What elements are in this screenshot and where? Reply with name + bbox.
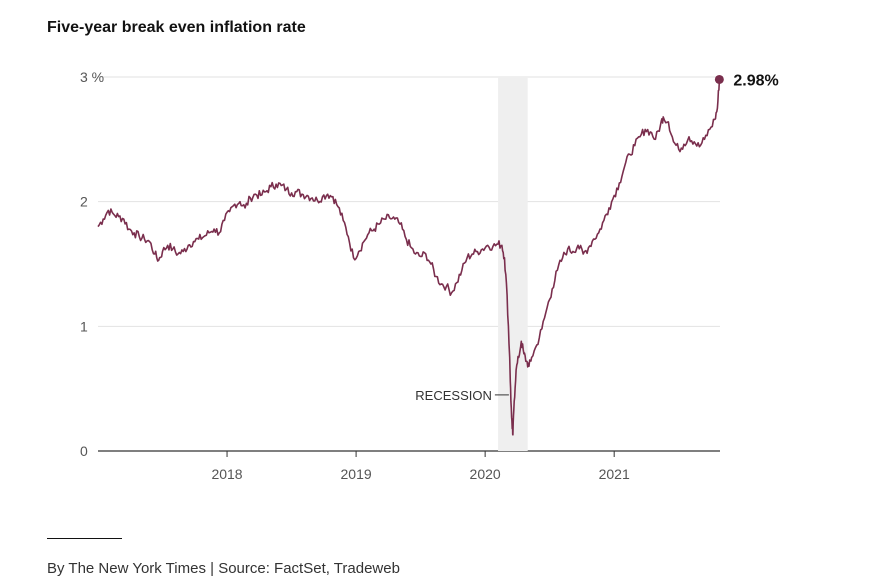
y-tick-label: 2 <box>80 194 88 210</box>
end-point-marker <box>714 74 724 84</box>
x-tick-label: 2018 <box>211 466 242 482</box>
credit-divider <box>47 538 122 539</box>
y-tick-label: 3 % <box>80 69 104 85</box>
x-tick-label: 2020 <box>470 466 501 482</box>
series-line <box>97 79 721 436</box>
end-value-label: 2.98% <box>733 72 778 89</box>
x-tick-label: 2019 <box>341 466 372 482</box>
y-tick-label: 1 <box>80 318 88 334</box>
recession-band <box>498 77 528 451</box>
recession-label: RECESSION <box>415 388 492 403</box>
x-tick-label: 2021 <box>599 466 630 482</box>
source-credit: By The New York Times | Source: FactSet,… <box>47 560 400 577</box>
chart-title: Five-year break even inflation rate <box>47 19 306 36</box>
y-tick-label: 0 <box>80 443 88 459</box>
